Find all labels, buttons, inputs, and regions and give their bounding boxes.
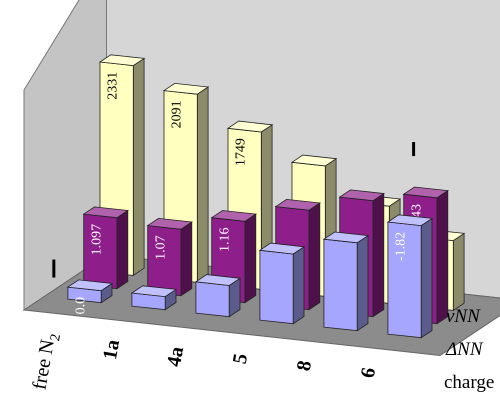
bar-value-label: 2091 [170, 100, 185, 128]
bar-value-label: 1749 [234, 138, 249, 166]
legend-label-dnn: ΔNN [445, 339, 484, 360]
category-label-3: 5 [229, 352, 252, 366]
bar-value-label: 1.097 [89, 224, 104, 256]
bar-dnn-1: 1.07 [146, 217, 193, 297]
category-label-4: 8 [293, 359, 316, 373]
bar-dnn-0: 1.097 [82, 206, 129, 290]
bar-side [116, 209, 129, 290]
category-label-2: 4a [163, 345, 188, 369]
bar-top [258, 242, 306, 255]
category-label-0: free N2 [28, 331, 64, 392]
bar-top [82, 206, 129, 219]
bar-value-label: 0.0 [74, 297, 89, 315]
bar-front [259, 249, 294, 325]
bar-top [146, 217, 193, 230]
bar-charge-5: -1.82 [386, 214, 434, 339]
bar-top [338, 189, 385, 202]
bar-top [290, 154, 338, 167]
bar-value-label: 2331 [106, 72, 121, 100]
bar-top [66, 279, 114, 292]
bar-side [308, 202, 321, 311]
chart-legend: νNN ΔNN charge [444, 306, 494, 393]
bar-side [196, 86, 209, 284]
bar-side [372, 192, 385, 318]
category-label-5: 6 [357, 366, 380, 380]
bar-top [130, 285, 178, 298]
bar-top [226, 120, 274, 133]
bar-top [210, 210, 257, 222]
bar-side [244, 213, 257, 304]
bar-side [132, 57, 145, 277]
bar-side [436, 189, 449, 325]
category-label-1: 1a [99, 338, 124, 362]
bar-value-label: -1.82 [394, 232, 409, 261]
bar-top [98, 54, 146, 67]
bar-side [180, 221, 193, 297]
bar-top [386, 214, 434, 227]
legend-label-charge: charge [444, 372, 494, 393]
bar-side [452, 232, 465, 312]
bar-side [420, 217, 433, 339]
bar-top [162, 82, 210, 95]
bar-front [323, 238, 358, 332]
bar-value-label: 1.07 [153, 235, 168, 260]
bar-top [402, 186, 449, 199]
bar-value-label: 1.16 [217, 228, 232, 253]
bar-top [274, 198, 321, 211]
bar-side [356, 234, 369, 332]
bar-charge-1 [130, 285, 178, 311]
bar-top [194, 274, 242, 286]
bar-charge-4 [322, 231, 370, 332]
legend-label-vnn: νNN [446, 306, 481, 327]
bar-side [292, 246, 305, 325]
bar-charge-0: 0.0 [66, 279, 114, 315]
bar-charge-3 [258, 242, 306, 325]
bar-charge-2 [194, 274, 242, 318]
bar-top [322, 231, 370, 244]
bar-front [195, 281, 230, 318]
